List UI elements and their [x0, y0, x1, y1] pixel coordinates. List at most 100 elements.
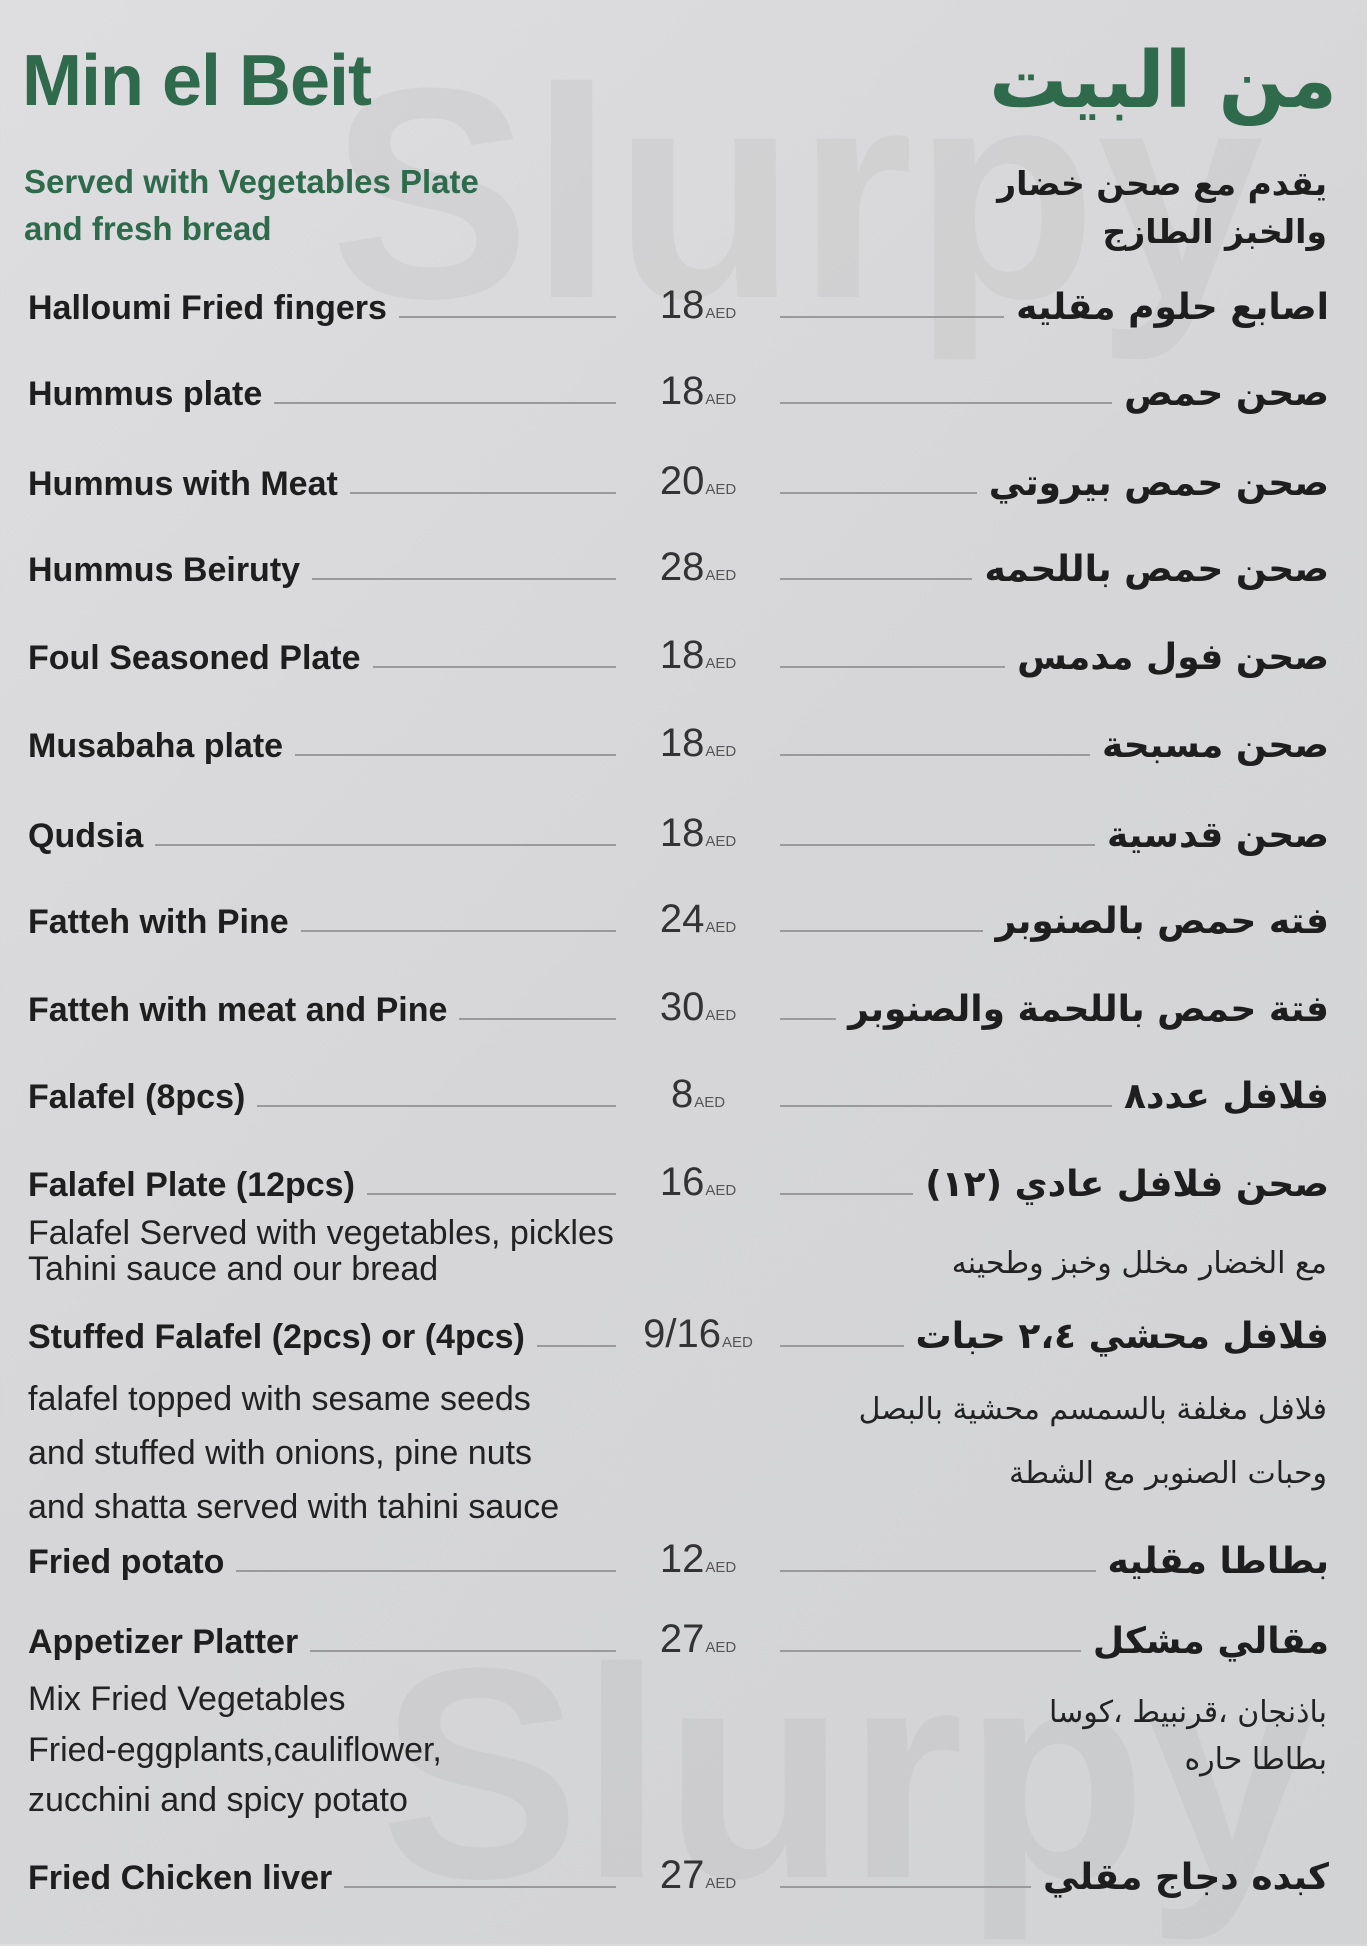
- leader-line: [780, 1345, 904, 1347]
- leader-line: [780, 1105, 1112, 1107]
- item-right: فتة حمص باللحمة والصنوبر: [768, 989, 1329, 1030]
- leader-line: [780, 1650, 1081, 1652]
- item-name-en: Hummus with Meat: [28, 465, 338, 503]
- price-value: 18: [659, 369, 705, 413]
- item-left: Hummus Beiruty: [28, 551, 628, 590]
- menu-item: Fried potato 12AED بطاطا مقليه: [28, 1534, 1329, 1582]
- leader-line: [312, 578, 616, 580]
- price-value: 16: [659, 1160, 705, 1204]
- item-description-en: and stuffed with onions, pine nuts: [28, 1434, 533, 1472]
- leader-line: [780, 754, 1090, 756]
- item-name-en: Fried potato: [28, 1543, 225, 1581]
- currency-label: AED: [705, 919, 737, 936]
- currency-label: AED: [705, 1559, 737, 1576]
- currency-label: AED: [705, 481, 737, 498]
- item-name-ar: صحن حمص بيروتي: [988, 463, 1329, 504]
- currency-label: AED: [722, 1334, 753, 1351]
- menu-item: Hummus plate 18AED صحن حمص: [28, 366, 1329, 414]
- item-description-en: Tahini sauce and our bread: [28, 1250, 439, 1288]
- item-right: مقالي مشكل: [768, 1621, 1329, 1662]
- leader-line: [780, 402, 1113, 404]
- menu-item: Fatteh with Pine 24AED فته حمص بالصنوبر: [28, 894, 1329, 942]
- item-price: 28AED: [628, 545, 768, 590]
- item-right: فته حمص بالصنوبر: [768, 901, 1329, 942]
- price-value: 18: [659, 721, 705, 765]
- item-description-en: zucchini and spicy potato: [28, 1781, 408, 1819]
- item-right: صحن مسبحة: [768, 725, 1329, 766]
- item-right: فلافل محشي ٢،٤ حبات: [768, 1316, 1329, 1357]
- item-right: صحن فلافل عادي (١٢): [768, 1164, 1329, 1205]
- leader-line: [780, 578, 973, 580]
- menu-item: Hummus with Meat 20AED صحن حمص بيروتي: [28, 456, 1329, 504]
- item-right: صحن حمص باللحمه: [768, 549, 1329, 590]
- item-price: 27AED: [628, 1853, 768, 1898]
- item-name-ar: فلافل محشي ٢،٤ حبات: [915, 1316, 1329, 1357]
- item-name-ar: صحن حمص: [1124, 373, 1329, 414]
- item-price: 18AED: [628, 369, 768, 414]
- leader-line: [366, 1193, 616, 1195]
- item-left: Falafel Plate (12pcs): [28, 1166, 628, 1205]
- item-price: 24AED: [628, 897, 768, 942]
- item-name-en: Fried Chicken liver: [28, 1859, 333, 1897]
- item-name-en: Hummus plate: [28, 375, 263, 413]
- price-value: 18: [659, 633, 705, 677]
- leader-line: [780, 1570, 1096, 1572]
- item-price: 12AED: [628, 1537, 768, 1582]
- item-left: Hummus plate: [28, 375, 628, 414]
- item-price: 27AED: [628, 1617, 768, 1662]
- item-price: 8AED: [628, 1072, 768, 1117]
- item-right: صحن حمص: [768, 373, 1329, 414]
- leader-line: [372, 666, 616, 668]
- item-name-ar: صحن قدسية: [1107, 815, 1329, 856]
- item-name-en: Hummus Beiruty: [28, 551, 301, 589]
- item-left: Qudsia: [28, 817, 628, 856]
- item-name-en: Falafel Plate (12pcs): [28, 1166, 355, 1204]
- price-value: 9/16: [643, 1312, 721, 1356]
- currency-label: AED: [705, 655, 737, 672]
- item-right: صحن فول مدمس: [768, 637, 1329, 678]
- currency-label: AED: [705, 305, 737, 322]
- item-name-en: Stuffed Falafel (2pcs) or (4pcs): [28, 1318, 525, 1356]
- price-value: 20: [659, 459, 705, 503]
- item-price: 18AED: [628, 283, 768, 328]
- item-name-ar: مقالي مشكل: [1092, 1621, 1329, 1662]
- menu-item: Musabaha plate 18AED صحن مسبحة: [28, 718, 1329, 766]
- item-name-ar: فلافل عدد٨: [1124, 1076, 1329, 1117]
- menu-item: Appetizer Platter 27AED مقالي مشكل: [28, 1614, 1329, 1662]
- leader-line: [780, 844, 1096, 846]
- currency-label: AED: [705, 1639, 737, 1656]
- leader-line: [536, 1345, 616, 1347]
- item-description-ar: باذنجان ،قرنبيط ،كوسا: [1048, 1695, 1327, 1730]
- item-name-en: Falafel (8pcs): [28, 1078, 246, 1116]
- menu-item: Halloumi Fried fingers 18AED اصابع حلوم مق…: [28, 280, 1329, 328]
- subtitle-en-line: and fresh bread: [24, 210, 272, 247]
- item-description-en: Fried-eggplants,cauliflower,: [28, 1731, 442, 1769]
- item-right: صحن قدسية: [768, 815, 1329, 856]
- leader-line: [780, 666, 1006, 668]
- leader-line: [780, 492, 977, 494]
- subtitle-en-line: Served with Vegetables Plate: [24, 163, 479, 200]
- item-description-en: Mix Fried Vegetables: [28, 1680, 346, 1718]
- item-left: Fried potato: [28, 1543, 628, 1582]
- leader-line: [257, 1105, 616, 1107]
- price-value: 18: [659, 811, 705, 855]
- item-name-en: Appetizer Platter: [28, 1623, 299, 1661]
- currency-label: AED: [705, 1182, 737, 1199]
- item-right: بطاطا مقليه: [768, 1541, 1329, 1582]
- price-value: 27: [659, 1853, 705, 1897]
- subtitle-ar: يقدم مع صحن خضار والخبز الطازج: [997, 160, 1327, 256]
- item-description-ar: بطاطا حاره: [1184, 1742, 1327, 1777]
- leader-line: [155, 844, 616, 846]
- item-left: Hummus with Meat: [28, 465, 628, 504]
- item-price: 18AED: [628, 721, 768, 766]
- item-right: صحن حمص بيروتي: [768, 463, 1329, 504]
- page-title-en: Min el Beit: [22, 41, 372, 121]
- item-name-ar: اصابع حلوم مقليه: [1016, 287, 1329, 328]
- item-name-ar: بطاطا مقليه: [1107, 1541, 1329, 1582]
- leader-line: [344, 1886, 616, 1888]
- subtitle-en: Served with Vegetables Plate and fresh b…: [24, 158, 479, 252]
- price-value: 18: [659, 283, 705, 327]
- leader-line: [274, 402, 616, 404]
- price-value: 24: [659, 897, 705, 941]
- item-right: فلافل عدد٨: [768, 1076, 1329, 1117]
